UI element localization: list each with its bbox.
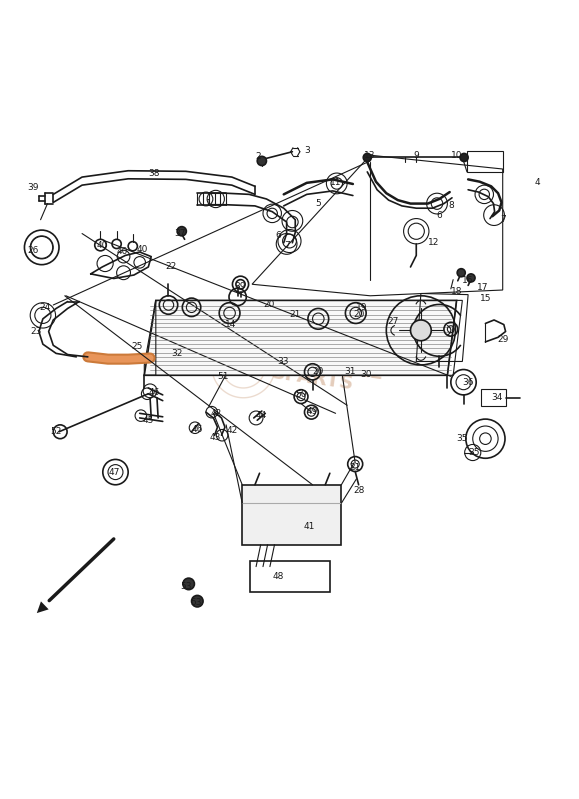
Text: 34: 34 [491,392,503,402]
Circle shape [467,274,475,282]
Text: 31: 31 [345,368,356,376]
Text: 12: 12 [428,238,439,247]
Text: 15: 15 [479,293,491,303]
Text: 30: 30 [360,370,371,380]
Text: 19: 19 [356,303,367,312]
Text: 33: 33 [277,357,288,366]
Circle shape [363,153,371,161]
Text: 20: 20 [263,300,275,309]
Circle shape [411,320,431,340]
Text: 39: 39 [234,282,246,291]
Text: 7: 7 [284,240,290,249]
Circle shape [183,578,195,590]
Text: 6: 6 [275,232,281,240]
Text: 41: 41 [304,522,316,531]
Text: 8: 8 [448,201,454,210]
Text: 3: 3 [304,146,310,155]
Text: 42: 42 [210,409,221,418]
Text: 45: 45 [142,415,154,425]
Text: 48: 48 [272,572,284,582]
Text: 26: 26 [27,246,39,256]
Text: 36: 36 [463,378,474,387]
Text: 11: 11 [330,178,342,187]
Text: 13: 13 [364,151,376,160]
Text: 21: 21 [290,310,301,319]
Text: 35: 35 [468,448,479,457]
Text: 29: 29 [497,335,508,344]
Text: 40: 40 [117,248,128,256]
Text: 21: 21 [350,463,361,472]
Text: 10: 10 [451,151,463,160]
Text: 37: 37 [174,229,186,238]
Text: 2: 2 [255,152,261,161]
Text: 16: 16 [463,276,474,285]
Text: 46: 46 [192,425,203,434]
Text: 6: 6 [437,211,442,220]
Text: 38: 38 [148,169,160,177]
Text: 28: 28 [353,486,364,495]
Text: 4: 4 [534,178,540,187]
Circle shape [257,157,266,165]
Text: 40: 40 [137,245,148,254]
Text: 35: 35 [457,434,468,443]
Text: 52: 52 [50,427,62,436]
Text: 9: 9 [413,151,419,160]
Text: 53: 53 [180,582,192,590]
Text: 47: 47 [108,467,119,477]
Text: 40: 40 [97,240,108,249]
Text: 44: 44 [255,411,266,420]
Polygon shape [144,300,457,376]
Polygon shape [242,485,342,545]
Text: 23: 23 [30,327,42,336]
Text: MY MOTORCYCLE: MY MOTORCYCLE [195,338,384,383]
Text: SPARTS: SPARTS [270,364,355,394]
Text: 22: 22 [166,262,177,272]
Text: 18: 18 [451,287,463,296]
Text: 49: 49 [307,407,318,415]
Text: 24: 24 [39,303,50,312]
Circle shape [457,268,466,276]
Text: 20: 20 [353,310,364,319]
Text: 42: 42 [226,426,237,435]
Text: 53: 53 [190,598,202,606]
Text: 50: 50 [295,391,307,400]
Text: 25: 25 [131,342,142,351]
Text: 51: 51 [218,372,229,381]
Circle shape [177,227,186,236]
Circle shape [192,595,203,607]
Circle shape [460,153,468,161]
Text: 32: 32 [171,349,183,358]
Text: 39: 39 [27,183,39,192]
Text: 14: 14 [225,320,236,329]
Text: 5: 5 [316,199,321,208]
Text: 46: 46 [148,388,160,397]
Text: 1: 1 [206,199,212,208]
Text: 7: 7 [500,215,505,225]
Text: 43: 43 [210,433,221,442]
Text: 17: 17 [477,283,488,292]
Text: 20: 20 [313,368,324,376]
Text: 27: 27 [387,316,399,326]
